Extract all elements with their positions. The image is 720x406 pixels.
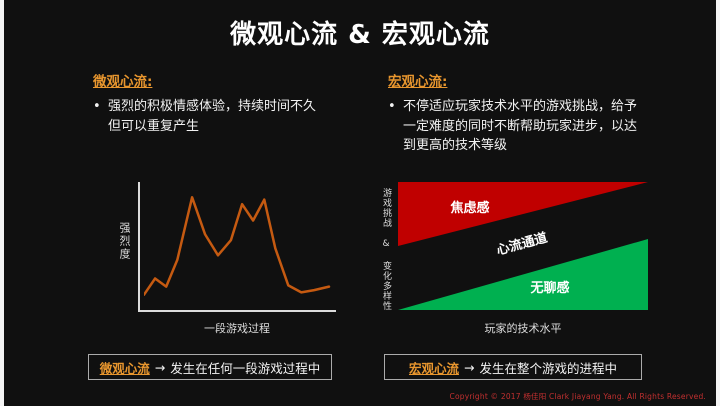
micro-flow-section: 微观心流: • 强烈的积极情感体验，持续时间不久但可以重复产生 — [93, 70, 328, 136]
anxiety-label: 焦虑感 — [449, 200, 489, 216]
macro-flow-summary-text: 发生在整个游戏的进程中 — [479, 360, 617, 376]
micro-line-chart — [138, 182, 336, 312]
micro-flow-summary-text: 发生在任何一段游戏过程中 — [170, 360, 321, 376]
micro-flow-heading: 微观心流: — [93, 74, 153, 90]
flow-channel-svg: 焦虑感 心流通道 无聊感 — [398, 182, 648, 310]
micro-flow-bullet-text: 强烈的积极情感体验，持续时间不久但可以重复产生 — [108, 99, 317, 134]
macro-flow-bullet: • 不停适应玩家技术水平的游戏挑战，给予一定难度的同时不断帮助玩家进步，以达到更… — [388, 97, 638, 156]
macro-flow-section: 宏观心流: • 不停适应玩家技术水平的游戏挑战，给予一定难度的同时不断帮助玩家进… — [388, 70, 638, 156]
right-edge-strip — [716, 0, 720, 406]
micro-flow-summary-box: 微观心流 → 发生在任何一段游戏过程中 — [88, 354, 332, 380]
flow-channel-diagram: 焦虑感 心流通道 无聊感 — [398, 182, 648, 310]
micro-flow-term: 微观心流 — [99, 360, 150, 376]
boredom-label: 无聊感 — [529, 280, 569, 296]
flow-channel-label: 心流通道 — [495, 230, 549, 259]
micro-line-chart-svg — [144, 196, 331, 296]
micro-chart-xlabel: 一段游戏过程 — [204, 322, 270, 335]
macro-flow-bullet-text: 不停适应玩家技术水平的游戏挑战，给予一定难度的同时不断帮助玩家进步，以达到更高的… — [403, 99, 638, 153]
bullet-marker: • — [93, 99, 101, 114]
arrow-right-icon: → — [154, 359, 166, 375]
copyright-notice: Copyright © 2017 杨佳阳 Clark Jiayang Yang.… — [449, 392, 706, 401]
left-edge-strip — [0, 0, 4, 406]
micro-flow-bullet: • 强烈的积极情感体验，持续时间不久但可以重复产生 — [93, 97, 328, 136]
macro-flow-term: 宏观心流 — [408, 360, 459, 376]
micro-chart-ylabel: 强烈度 — [118, 222, 131, 261]
micro-flow-line — [144, 196, 331, 296]
boredom-region — [398, 239, 648, 310]
macro-chart-xlabel: 玩家的技术水平 — [484, 322, 562, 335]
bullet-marker: • — [388, 99, 396, 114]
macro-flow-heading: 宏观心流: — [388, 74, 448, 90]
macro-chart-ylabel: 游戏挑战 & 变化多样性 — [381, 188, 391, 311]
arrow-right-icon: → — [464, 359, 475, 375]
slide-title: 微观心流 & 宏观心流 — [230, 20, 490, 50]
anxiety-region — [398, 182, 648, 246]
macro-flow-summary-box: 宏观心流 → 发生在整个游戏的进程中 — [384, 354, 642, 380]
